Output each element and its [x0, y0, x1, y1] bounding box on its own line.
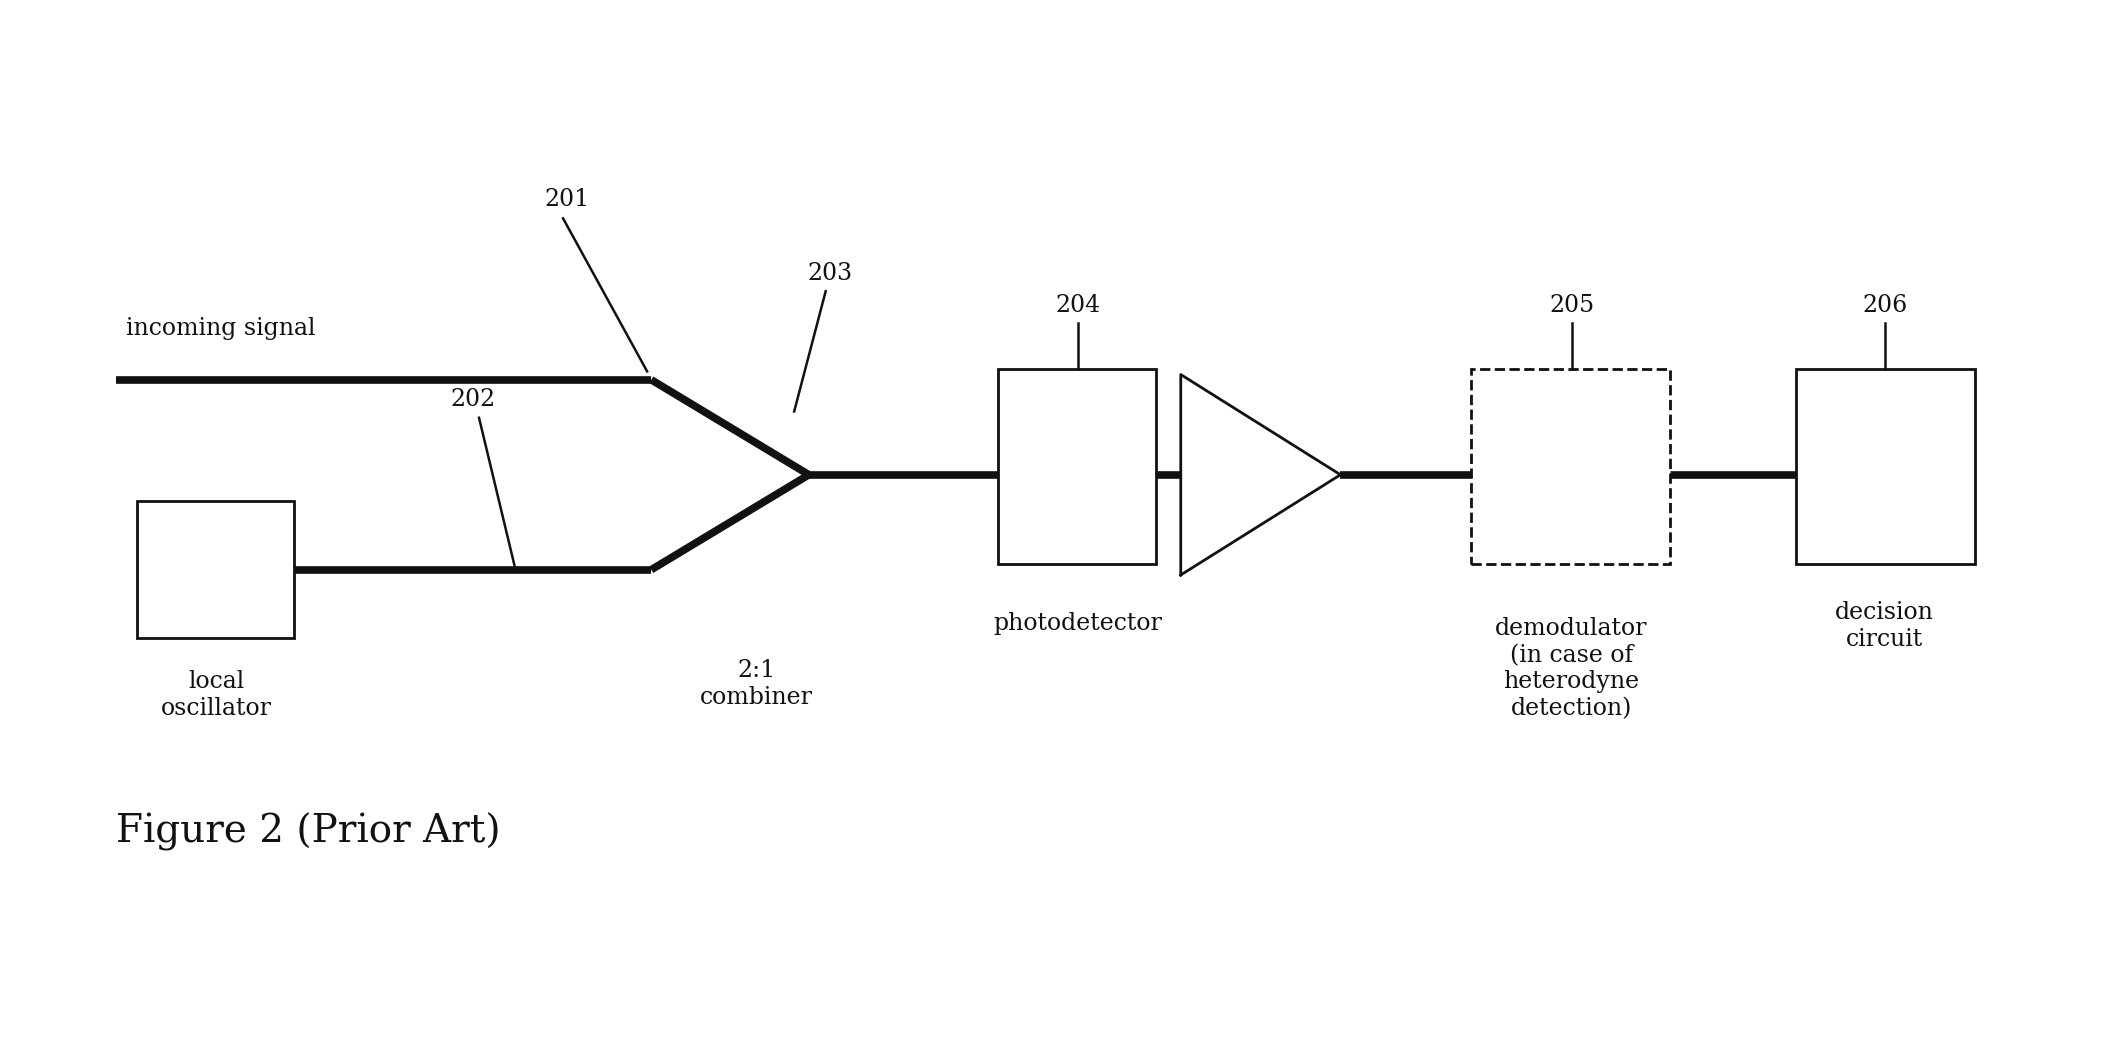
- Text: incoming signal: incoming signal: [126, 316, 315, 340]
- Text: 202: 202: [450, 388, 496, 411]
- Bar: [998, 369, 1156, 564]
- Text: local
oscillator: local oscillator: [162, 670, 271, 720]
- Text: 201: 201: [544, 188, 590, 211]
- Text: Figure 2 (Prior Art): Figure 2 (Prior Art): [116, 812, 500, 850]
- Bar: [1471, 369, 1670, 564]
- Text: demodulator
(in case of
heterodyne
detection): demodulator (in case of heterodyne detec…: [1496, 617, 1647, 720]
- Bar: [137, 501, 294, 638]
- Text: 204: 204: [1055, 293, 1101, 316]
- Bar: [1796, 369, 1975, 564]
- Text: 205: 205: [1548, 293, 1595, 316]
- Text: photodetector: photodetector: [994, 612, 1162, 635]
- Text: 203: 203: [807, 262, 853, 285]
- Text: 206: 206: [1861, 293, 1908, 316]
- Text: decision
circuit: decision circuit: [1834, 601, 1935, 651]
- Text: 2:1
combiner: 2:1 combiner: [700, 659, 813, 709]
